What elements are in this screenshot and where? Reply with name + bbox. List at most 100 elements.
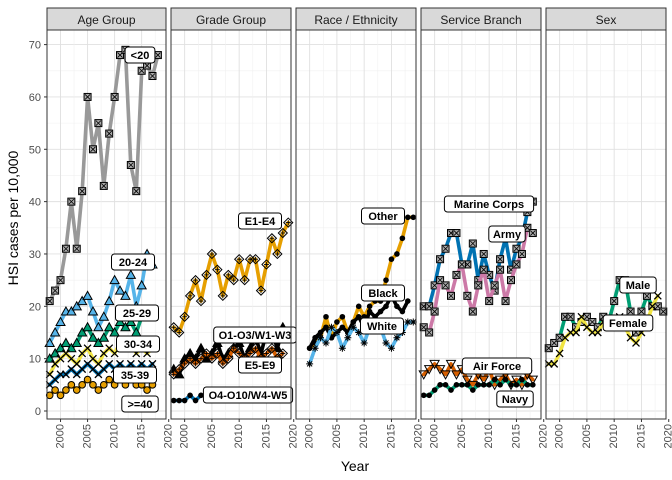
data-point bbox=[277, 227, 289, 239]
data-point bbox=[120, 290, 131, 300]
data-point bbox=[89, 381, 97, 389]
x-tick-label: 2000 bbox=[554, 424, 566, 448]
data-point bbox=[423, 365, 435, 375]
strip-label: Race / Ethnicity bbox=[314, 13, 397, 27]
y-tick-label: 60 bbox=[29, 92, 41, 104]
data-point bbox=[250, 342, 261, 354]
data-point bbox=[339, 313, 346, 320]
data-point bbox=[45, 297, 54, 306]
data-point bbox=[187, 392, 193, 399]
x-axis: 2000 2005 2010 2015 2020 bbox=[429, 419, 550, 448]
data-point bbox=[355, 328, 363, 336]
data-point bbox=[94, 119, 103, 128]
data-point bbox=[452, 270, 461, 279]
data-point bbox=[190, 274, 201, 286]
data-point bbox=[201, 348, 212, 359]
data-point bbox=[474, 281, 483, 290]
series-label-text: Black bbox=[368, 288, 398, 300]
data-point bbox=[425, 328, 434, 337]
data-point bbox=[266, 233, 278, 244]
data-point bbox=[467, 380, 479, 391]
series-label: Female bbox=[602, 314, 654, 332]
x-tick-label: 2010 bbox=[233, 424, 245, 448]
panel-4: Service Branch Marine Corps Army Air Force N… bbox=[418, 7, 550, 448]
data-point bbox=[266, 342, 278, 354]
data-point bbox=[470, 387, 476, 393]
x-tick-label: 2010 bbox=[358, 424, 370, 448]
data-point bbox=[60, 337, 72, 347]
series-label-box bbox=[361, 284, 405, 302]
series-label-text: Army bbox=[493, 229, 522, 241]
x-tick-label: 2005 bbox=[456, 424, 468, 448]
data-point bbox=[176, 397, 182, 404]
data-point bbox=[71, 337, 83, 347]
series-line bbox=[171, 220, 291, 335]
data-point bbox=[632, 338, 640, 347]
data-point bbox=[508, 382, 514, 388]
y-tick-label: 70 bbox=[29, 40, 41, 52]
data-point bbox=[659, 307, 668, 316]
data-point bbox=[71, 300, 83, 311]
panel-5: Sex Male Female 2000 2005 2010 2015 2020 bbox=[544, 7, 672, 448]
data-point bbox=[76, 295, 88, 306]
data-point bbox=[511, 375, 522, 386]
series-label-box bbox=[202, 386, 294, 404]
data-point bbox=[184, 290, 196, 302]
data-point bbox=[507, 276, 515, 285]
data-point bbox=[468, 307, 477, 316]
data-point bbox=[250, 253, 261, 265]
data-point bbox=[496, 265, 505, 274]
data-point bbox=[485, 297, 494, 306]
series-label: Air Force bbox=[461, 357, 533, 375]
y-axis: 0 10 20 30 40 50 60 70 bbox=[29, 40, 47, 418]
data-point bbox=[459, 382, 465, 388]
series-label-box bbox=[496, 390, 534, 408]
data-point bbox=[255, 285, 267, 296]
data-point bbox=[82, 290, 93, 300]
data-point bbox=[148, 359, 157, 368]
data-point bbox=[88, 145, 97, 154]
x-tick-label: 2005 bbox=[82, 424, 94, 448]
data-point bbox=[434, 365, 446, 375]
data-point bbox=[93, 321, 104, 332]
data-point bbox=[173, 327, 185, 338]
series-label-text: 25-29 bbox=[123, 308, 151, 320]
data-point bbox=[382, 339, 390, 347]
data-point bbox=[383, 303, 389, 310]
data-point bbox=[350, 319, 357, 325]
series-label-box bbox=[461, 357, 533, 375]
data-point bbox=[355, 303, 362, 310]
data-point bbox=[440, 370, 451, 380]
y-tick-label: 40 bbox=[29, 197, 41, 209]
data-point bbox=[83, 375, 92, 384]
x-axis: 2000 2005 2010 2015 2020 bbox=[554, 419, 672, 448]
data-point bbox=[387, 344, 395, 352]
data-point bbox=[132, 187, 141, 196]
series-label-box bbox=[113, 366, 157, 384]
data-point bbox=[349, 323, 357, 331]
data-point bbox=[524, 382, 531, 388]
data-point bbox=[566, 312, 575, 321]
data-point bbox=[114, 285, 126, 295]
data-point bbox=[322, 339, 330, 347]
data-point bbox=[76, 326, 88, 337]
data-point bbox=[441, 244, 450, 253]
data-point bbox=[360, 339, 368, 347]
data-point bbox=[212, 264, 223, 275]
series-label: <20 bbox=[124, 46, 156, 64]
data-point bbox=[405, 298, 411, 304]
series-label-box bbox=[619, 276, 657, 294]
data-point bbox=[399, 308, 406, 315]
data-point bbox=[513, 382, 520, 388]
data-point bbox=[462, 375, 473, 386]
data-point bbox=[494, 375, 506, 386]
data-point bbox=[530, 382, 536, 388]
series-label-text: Air Force bbox=[473, 361, 521, 373]
data-point bbox=[383, 277, 389, 283]
data-point bbox=[419, 323, 428, 332]
panel-border bbox=[295, 29, 417, 420]
data-point bbox=[136, 279, 148, 290]
data-point bbox=[490, 281, 499, 290]
panel-border bbox=[46, 29, 167, 420]
